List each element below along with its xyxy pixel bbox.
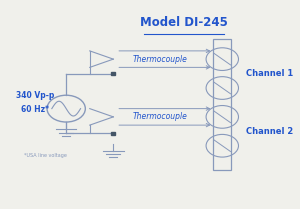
Text: Channel 1: Channel 1 (246, 69, 293, 78)
Text: *USA line voltage: *USA line voltage (24, 153, 67, 158)
Text: Thermocouple: Thermocouple (133, 112, 188, 121)
Bar (111, 72, 115, 75)
Text: 60 Hz*: 60 Hz* (21, 105, 49, 114)
Text: Model DI-245: Model DI-245 (140, 15, 228, 28)
Text: 340 Vp-p: 340 Vp-p (16, 91, 54, 100)
Bar (213, 38, 231, 171)
Text: Thermocouple: Thermocouple (133, 55, 188, 64)
Text: Channel 2: Channel 2 (246, 127, 293, 136)
Bar (111, 132, 115, 135)
